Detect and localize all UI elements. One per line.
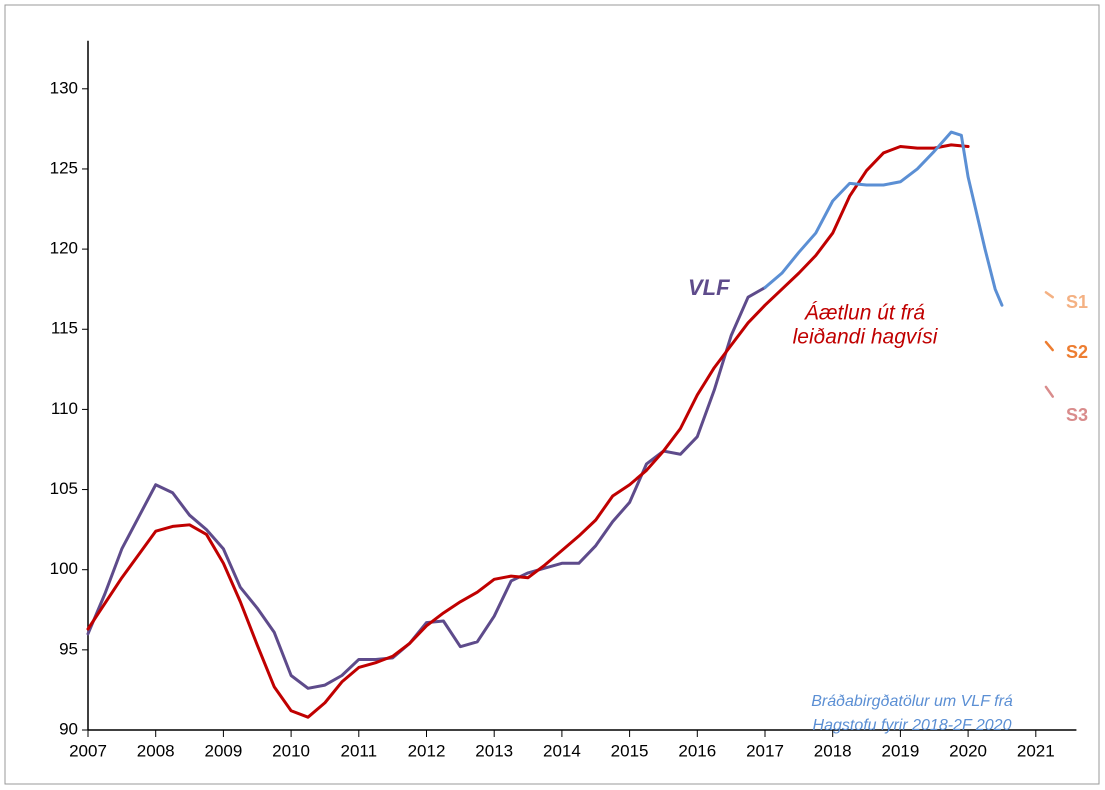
x-tick-label: 2018 xyxy=(814,741,852,760)
x-tick-label: 2009 xyxy=(204,741,242,760)
x-tick-label: 2012 xyxy=(408,741,446,760)
x-tick-label: 2019 xyxy=(881,741,919,760)
x-tick-label: 2020 xyxy=(949,741,987,760)
series-line xyxy=(1044,385,1054,398)
x-tick-label: 2010 xyxy=(272,741,310,760)
x-tick-label: 2008 xyxy=(137,741,175,760)
x-tick-label: 2015 xyxy=(611,741,649,760)
series-line xyxy=(1044,291,1054,299)
y-tick-label: 120 xyxy=(50,239,78,258)
x-tick-label: 2013 xyxy=(475,741,513,760)
series-label: Áætlun út frá xyxy=(804,302,926,325)
frame xyxy=(4,4,1100,785)
series-line xyxy=(86,143,970,719)
series-label: VLF xyxy=(688,275,730,300)
y-tick-label: 115 xyxy=(51,319,78,338)
y-tick-label: 95 xyxy=(59,639,78,658)
y-tick-label: 105 xyxy=(50,479,78,498)
y-tick-label: 130 xyxy=(50,78,78,97)
y-tick-label: 110 xyxy=(51,399,78,418)
y-tick-label: 100 xyxy=(50,559,78,578)
x-tick-label: 2014 xyxy=(543,741,581,760)
x-tick-label: 2016 xyxy=(678,741,716,760)
series-line xyxy=(1044,340,1054,352)
x-tick-label: 2007 xyxy=(69,741,107,760)
x-tick-label: 2017 xyxy=(746,741,784,760)
series-line xyxy=(763,130,1004,307)
series-label: S2 xyxy=(1066,342,1088,362)
series-label: Hagstofu fyrir 2018-2F 2020 xyxy=(813,717,1012,734)
series-label: Bráðabirgðatölur um VLF frá xyxy=(811,693,1013,710)
series-label: S3 xyxy=(1066,405,1088,425)
x-tick-label: 2021 xyxy=(1017,741,1055,760)
series-line xyxy=(86,286,767,690)
series-label: leiðandi hagvísi xyxy=(793,326,939,349)
y-tick-label: 125 xyxy=(50,158,78,177)
x-tick-label: 2011 xyxy=(341,741,378,760)
series-label: S1 xyxy=(1066,292,1088,312)
y-tick-label: 90 xyxy=(59,719,78,738)
